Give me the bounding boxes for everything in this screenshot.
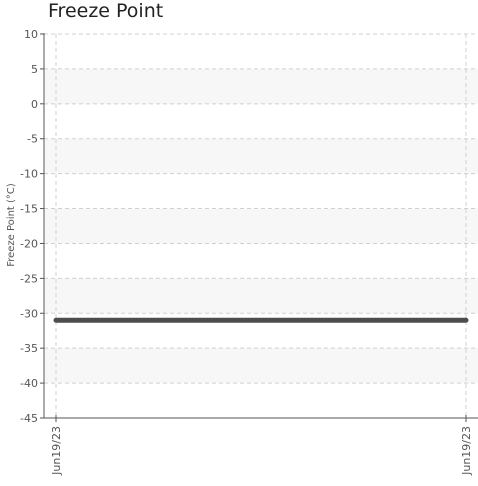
plot-bands: [45, 68, 478, 384]
y-tick-label: 0: [31, 98, 38, 111]
data-point: [53, 317, 59, 323]
x-tick-label: Jun19/23: [460, 426, 473, 476]
y-tick-label: -45: [20, 412, 38, 425]
y-tick-label: -20: [20, 237, 38, 250]
y-tick-label: 10: [24, 28, 38, 41]
series-layer: [53, 317, 469, 323]
y-tick-label: -25: [20, 272, 38, 285]
y-tick-label: -40: [20, 377, 38, 390]
axes: [43, 33, 478, 419]
y-tick-label: -30: [20, 307, 38, 320]
chart-title: Freeze Point: [48, 0, 164, 22]
y-tick-label: 5: [31, 63, 38, 76]
plot-band: [45, 138, 478, 174]
plot-band: [45, 68, 478, 104]
data-point: [463, 317, 469, 323]
y-tick-label: -10: [20, 168, 38, 181]
plot-band: [45, 278, 478, 314]
plot-band: [45, 208, 478, 244]
x-ticks: Jun19/23 Jun19/23: [50, 415, 473, 476]
y-tick-label: -5: [27, 133, 38, 146]
y-axis-label: Freeze Point (°C): [6, 183, 17, 267]
grid-lines: [44, 33, 478, 418]
y-tick-label: -15: [20, 203, 38, 216]
plot-band: [45, 348, 478, 384]
y-ticks: 10 5 0 -5 -10 -15 -20 -25 -30 -35 -40 -45: [20, 28, 44, 425]
x-tick-label: Jun19/23: [50, 426, 63, 476]
y-tick-label: -35: [20, 342, 38, 355]
